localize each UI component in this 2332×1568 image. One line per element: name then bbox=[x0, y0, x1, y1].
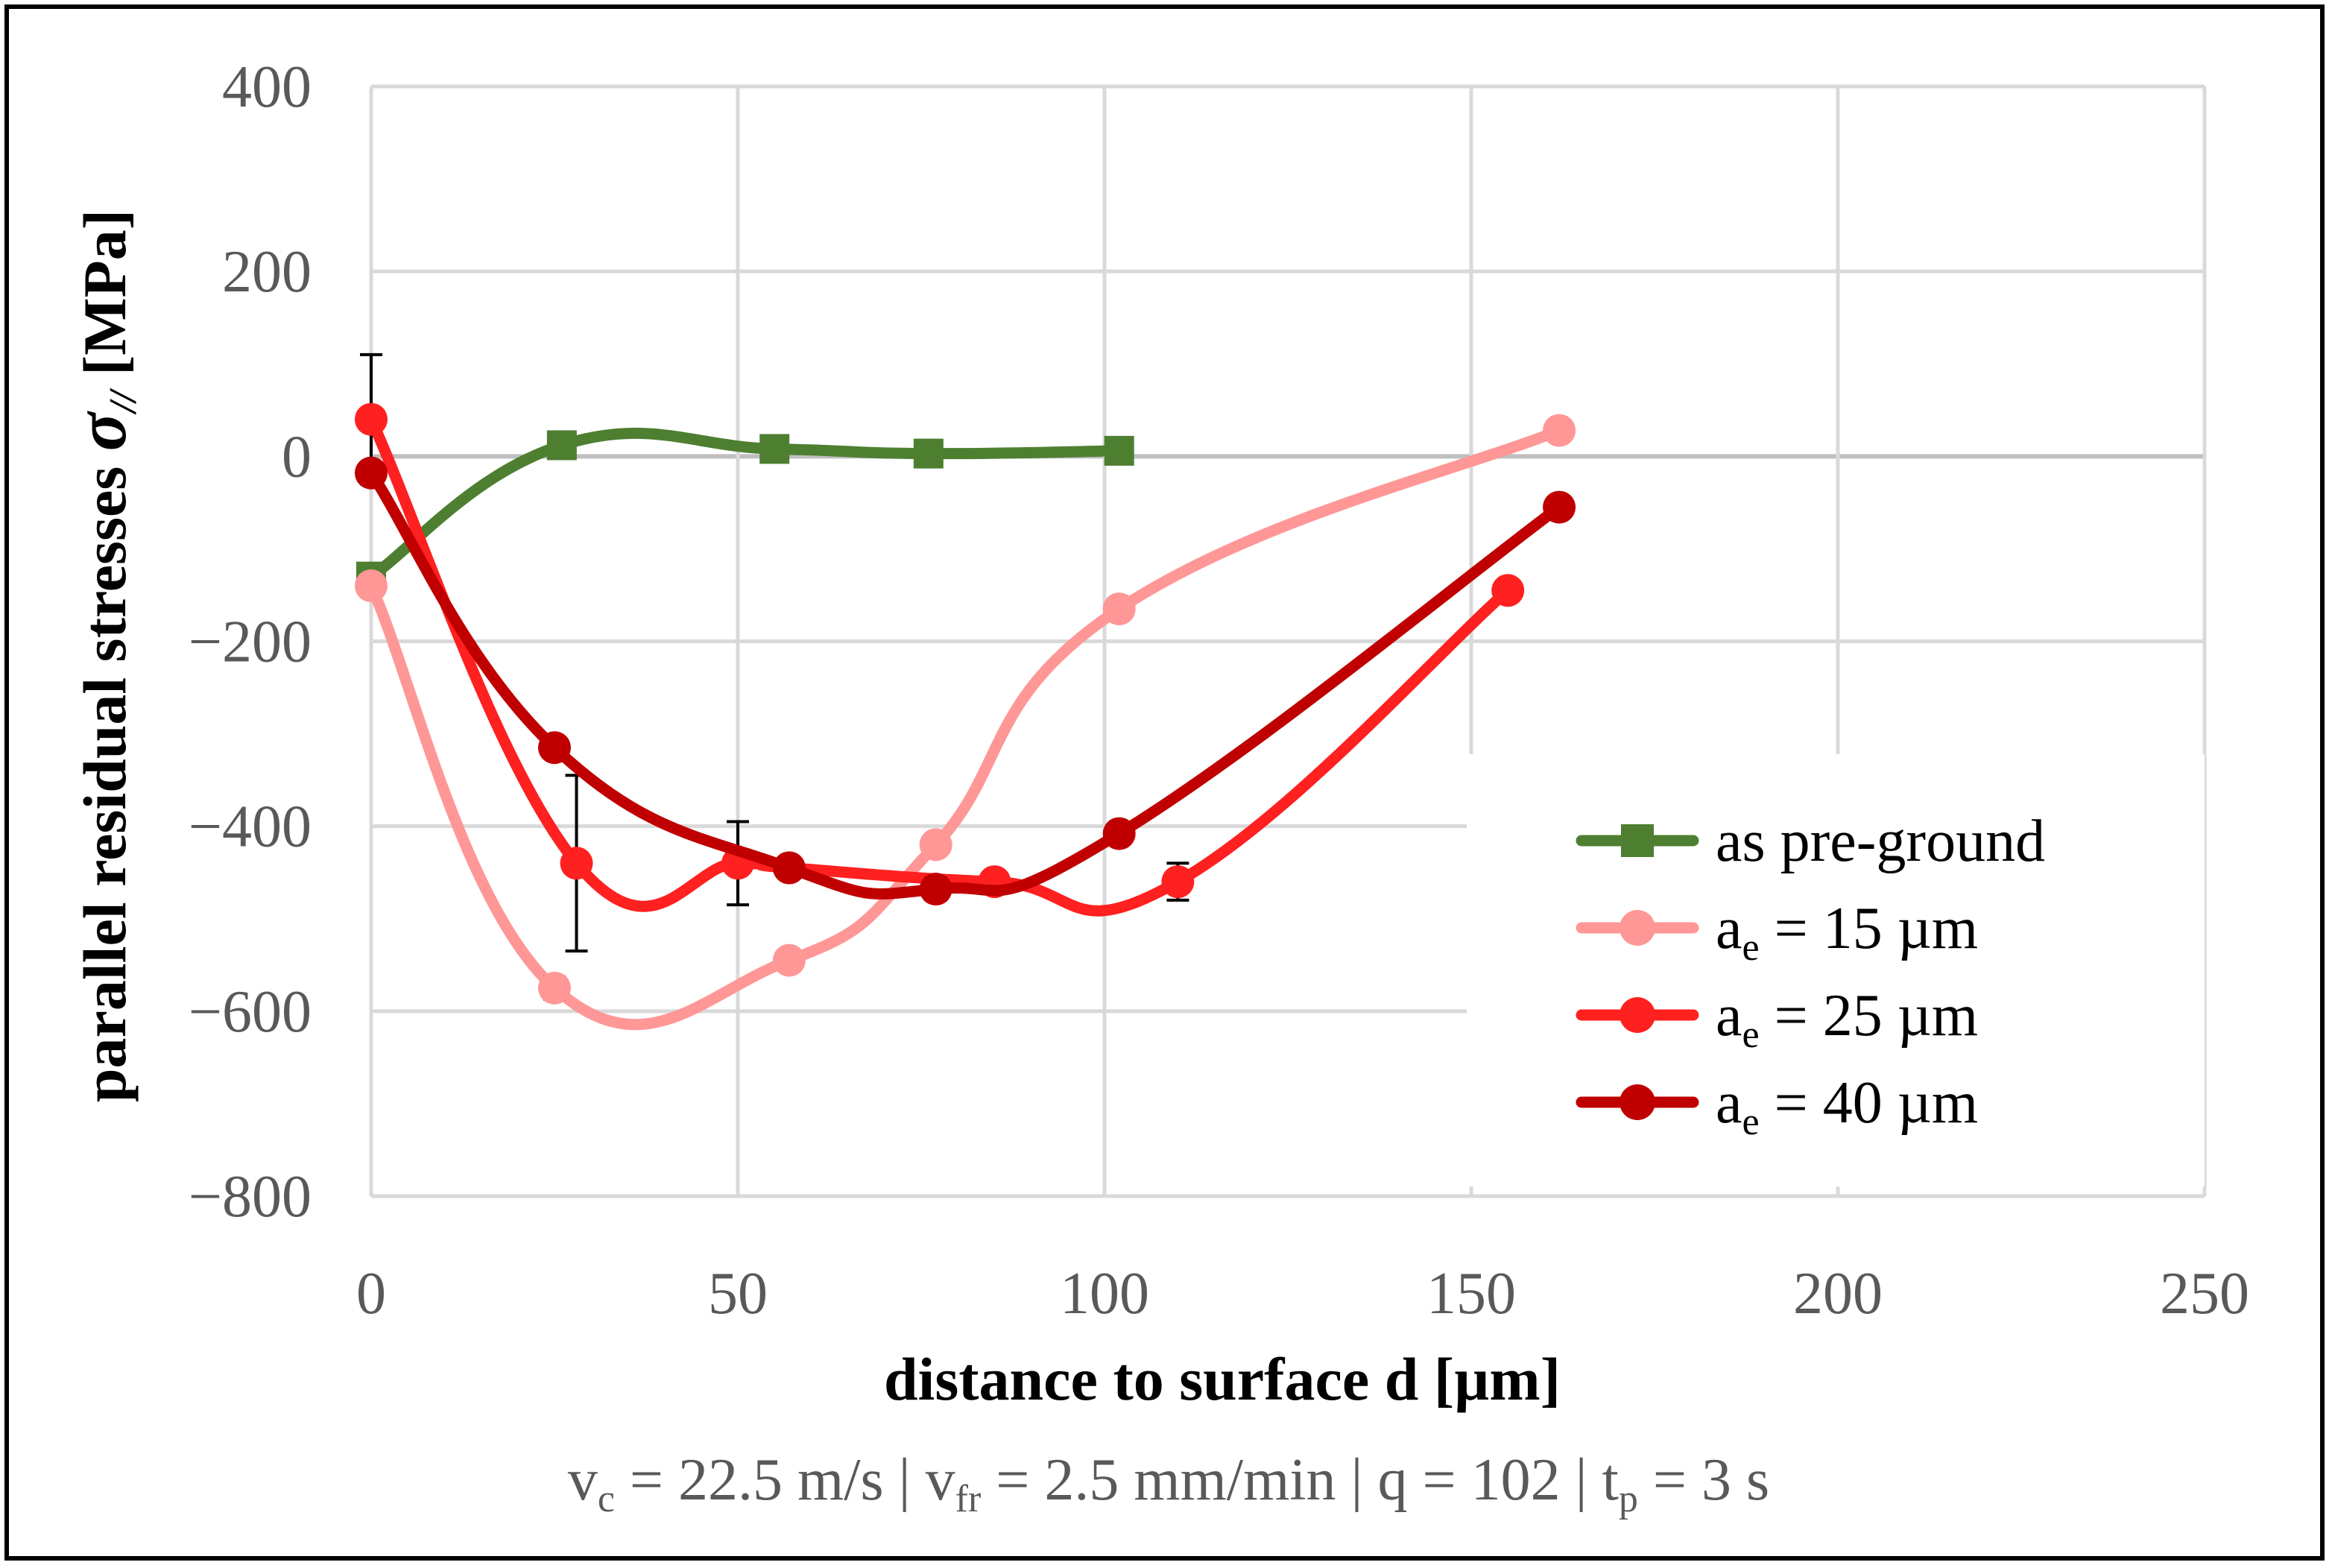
data-point bbox=[1543, 414, 1576, 447]
y-tick-label: 0 bbox=[282, 424, 312, 490]
legend-marker bbox=[1620, 910, 1655, 946]
legend-background bbox=[1467, 754, 2205, 1186]
x-tick-label: 250 bbox=[2160, 1261, 2249, 1327]
series-layer bbox=[355, 353, 1576, 1031]
data-point bbox=[355, 569, 388, 603]
data-point bbox=[1161, 865, 1195, 899]
y-tick-label: −400 bbox=[189, 794, 312, 860]
axes: −800 −600 −400 −200 0 200 400 0 50 100 150 200 250 bbox=[189, 54, 2249, 1327]
y-tick-label: 200 bbox=[222, 239, 312, 305]
chart-frame bbox=[4, 4, 2325, 1561]
data-point bbox=[560, 847, 593, 880]
series-2 bbox=[355, 414, 1576, 1031]
data-point bbox=[355, 456, 388, 490]
data-point bbox=[1102, 592, 1136, 626]
x-tick-label: 150 bbox=[1426, 1261, 1516, 1327]
data-point bbox=[913, 438, 944, 469]
x-tick-label: 50 bbox=[708, 1261, 768, 1327]
series-line bbox=[365, 427, 1125, 583]
legend-entry-2: ae = 15 µm bbox=[1576, 896, 1978, 969]
legend: as pre-ground ae = 15 µm ae = 25 µm ae = 40… bbox=[1467, 754, 2205, 1186]
legend-marker bbox=[1620, 1084, 1655, 1120]
legend-entry-1: as pre-ground bbox=[1576, 809, 2045, 874]
grid bbox=[369, 84, 2207, 1198]
y-tick-label: −800 bbox=[189, 1164, 312, 1230]
data-point bbox=[1104, 435, 1134, 466]
data-point bbox=[919, 828, 952, 862]
data-point bbox=[538, 971, 571, 1005]
process-parameters-caption: vc = 22.5 m/s | vfr = 2.5 mm/min | q = 1… bbox=[568, 1447, 1769, 1520]
data-point bbox=[1102, 817, 1136, 850]
x-tick-label: 100 bbox=[1060, 1261, 1149, 1327]
legend-entry-4: ae = 40 µm bbox=[1576, 1070, 1978, 1143]
y-axis-title: parallel residual stresses σ// [MPa] bbox=[61, 209, 145, 1102]
data-point bbox=[772, 851, 806, 885]
data-point bbox=[1491, 574, 1525, 607]
legend-label: ae = 40 µm bbox=[1716, 1070, 1978, 1143]
data-point bbox=[355, 402, 388, 436]
data-point bbox=[546, 430, 577, 461]
legend-marker bbox=[1621, 824, 1654, 857]
y-tick-label: −200 bbox=[189, 610, 312, 675]
data-point bbox=[772, 943, 806, 977]
series-line bbox=[365, 425, 1565, 1031]
x-tick-label: 0 bbox=[356, 1261, 386, 1327]
y-tick-label: −600 bbox=[189, 979, 312, 1045]
y-tick-label: 400 bbox=[222, 54, 312, 120]
x-tick-label: 200 bbox=[1793, 1261, 1883, 1327]
legend-label: ae = 25 µm bbox=[1716, 983, 1978, 1056]
legend-label: ae = 15 µm bbox=[1716, 896, 1978, 969]
series-line bbox=[365, 467, 1565, 900]
legend-label: as pre-ground bbox=[1716, 809, 2045, 874]
legend-marker bbox=[1620, 997, 1655, 1033]
x-axis-title: distance to surface d [µm] bbox=[884, 1345, 1561, 1413]
data-point bbox=[1543, 490, 1576, 524]
data-point bbox=[919, 873, 952, 906]
data-point bbox=[538, 731, 571, 765]
legend-entry-3: ae = 25 µm bbox=[1576, 983, 1978, 1056]
series-4 bbox=[355, 456, 1576, 906]
data-point bbox=[759, 434, 790, 464]
